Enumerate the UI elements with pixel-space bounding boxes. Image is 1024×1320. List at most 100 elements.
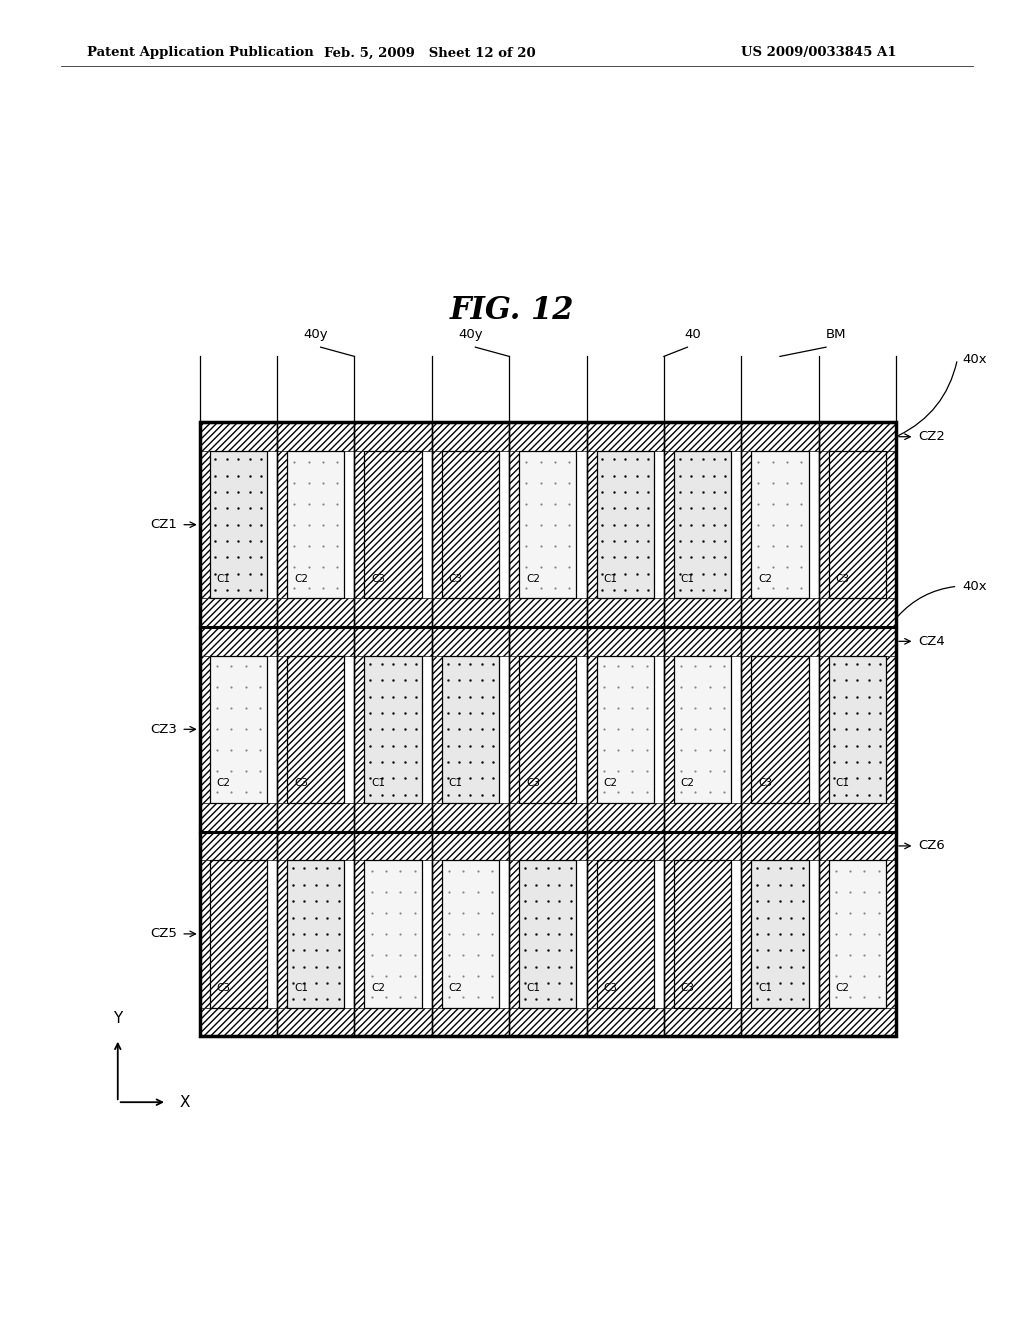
Bar bbox=[200, 656, 210, 803]
Text: C3: C3 bbox=[217, 983, 230, 993]
Bar bbox=[278, 656, 287, 803]
Bar bbox=[432, 861, 441, 1007]
Bar bbox=[200, 422, 896, 451]
Bar bbox=[519, 451, 577, 598]
Text: C2: C2 bbox=[758, 574, 772, 583]
Bar bbox=[441, 451, 499, 598]
Text: Feb. 5, 2009   Sheet 12 of 20: Feb. 5, 2009 Sheet 12 of 20 bbox=[325, 46, 536, 59]
Bar bbox=[287, 861, 344, 1007]
Bar bbox=[752, 451, 809, 598]
Bar bbox=[597, 656, 654, 803]
Bar bbox=[210, 861, 267, 1007]
Text: C3: C3 bbox=[294, 779, 308, 788]
Text: CZ6: CZ6 bbox=[919, 840, 945, 853]
Bar bbox=[210, 656, 267, 803]
Text: US 2009/0033845 A1: US 2009/0033845 A1 bbox=[741, 46, 897, 59]
Text: C2: C2 bbox=[449, 983, 463, 993]
Bar bbox=[200, 627, 896, 656]
Text: 40: 40 bbox=[684, 327, 701, 341]
Bar bbox=[519, 656, 577, 803]
Bar bbox=[200, 1007, 896, 1036]
Bar bbox=[278, 861, 287, 1007]
Bar bbox=[354, 656, 365, 803]
Text: C3: C3 bbox=[526, 779, 540, 788]
Text: C2: C2 bbox=[603, 779, 617, 788]
Bar bbox=[664, 656, 674, 803]
Bar bbox=[828, 451, 886, 598]
Bar bbox=[674, 861, 731, 1007]
Bar bbox=[287, 451, 344, 598]
Text: C3: C3 bbox=[603, 983, 617, 993]
Bar bbox=[509, 861, 519, 1007]
Text: C3: C3 bbox=[758, 779, 772, 788]
Bar bbox=[828, 861, 886, 1007]
Bar bbox=[752, 656, 809, 803]
Text: C2: C2 bbox=[836, 983, 850, 993]
Text: C3: C3 bbox=[372, 574, 385, 583]
Text: C1: C1 bbox=[449, 779, 463, 788]
Text: FIG. 12: FIG. 12 bbox=[450, 294, 574, 326]
Bar bbox=[287, 656, 344, 803]
Text: C3: C3 bbox=[681, 983, 695, 993]
Bar bbox=[200, 803, 896, 832]
Bar bbox=[664, 451, 674, 598]
Bar bbox=[587, 656, 597, 803]
Text: 40x: 40x bbox=[963, 352, 987, 366]
Bar bbox=[752, 861, 809, 1007]
Bar bbox=[818, 656, 828, 803]
Bar bbox=[828, 656, 886, 803]
Bar bbox=[432, 656, 441, 803]
Text: Patent Application Publication: Patent Application Publication bbox=[87, 46, 313, 59]
Bar bbox=[587, 451, 597, 598]
Bar bbox=[210, 451, 267, 598]
Bar bbox=[886, 656, 896, 803]
Bar bbox=[365, 861, 422, 1007]
Bar bbox=[200, 598, 896, 627]
Text: C1: C1 bbox=[294, 983, 308, 993]
Text: C2: C2 bbox=[217, 779, 230, 788]
Text: C3: C3 bbox=[836, 574, 850, 583]
Text: C2: C2 bbox=[526, 574, 540, 583]
Bar bbox=[597, 861, 654, 1007]
Bar bbox=[741, 861, 752, 1007]
Bar bbox=[432, 451, 441, 598]
Bar bbox=[354, 861, 365, 1007]
Text: 40y: 40y bbox=[458, 327, 482, 341]
Bar bbox=[664, 861, 674, 1007]
Bar bbox=[818, 451, 828, 598]
Bar bbox=[200, 832, 896, 861]
Text: C1: C1 bbox=[217, 574, 230, 583]
Text: X: X bbox=[179, 1094, 189, 1110]
Bar bbox=[441, 861, 499, 1007]
Text: C1: C1 bbox=[372, 779, 385, 788]
Bar bbox=[741, 451, 752, 598]
Bar bbox=[278, 451, 287, 598]
Text: C2: C2 bbox=[681, 779, 695, 788]
Text: Y: Y bbox=[113, 1011, 123, 1026]
Text: C3: C3 bbox=[449, 574, 463, 583]
Bar bbox=[200, 861, 210, 1007]
Text: CZ3: CZ3 bbox=[151, 723, 177, 735]
Text: 40y: 40y bbox=[303, 327, 328, 341]
Text: C2: C2 bbox=[372, 983, 385, 993]
Bar bbox=[886, 451, 896, 598]
Text: C2: C2 bbox=[294, 574, 308, 583]
Text: CZ5: CZ5 bbox=[151, 928, 177, 940]
Text: C1: C1 bbox=[758, 983, 772, 993]
Text: C1: C1 bbox=[681, 574, 695, 583]
Text: CZ2: CZ2 bbox=[919, 430, 945, 444]
Bar bbox=[741, 656, 752, 803]
Bar bbox=[509, 656, 519, 803]
Bar bbox=[365, 451, 422, 598]
Bar bbox=[441, 656, 499, 803]
Bar bbox=[818, 861, 828, 1007]
Text: 40x: 40x bbox=[963, 579, 987, 593]
Text: C1: C1 bbox=[526, 983, 540, 993]
Bar bbox=[597, 451, 654, 598]
Bar bbox=[365, 656, 422, 803]
Text: CZ1: CZ1 bbox=[151, 519, 177, 531]
Bar bbox=[519, 861, 577, 1007]
Text: C1: C1 bbox=[603, 574, 617, 583]
Bar bbox=[200, 422, 896, 1036]
Bar bbox=[200, 451, 210, 598]
